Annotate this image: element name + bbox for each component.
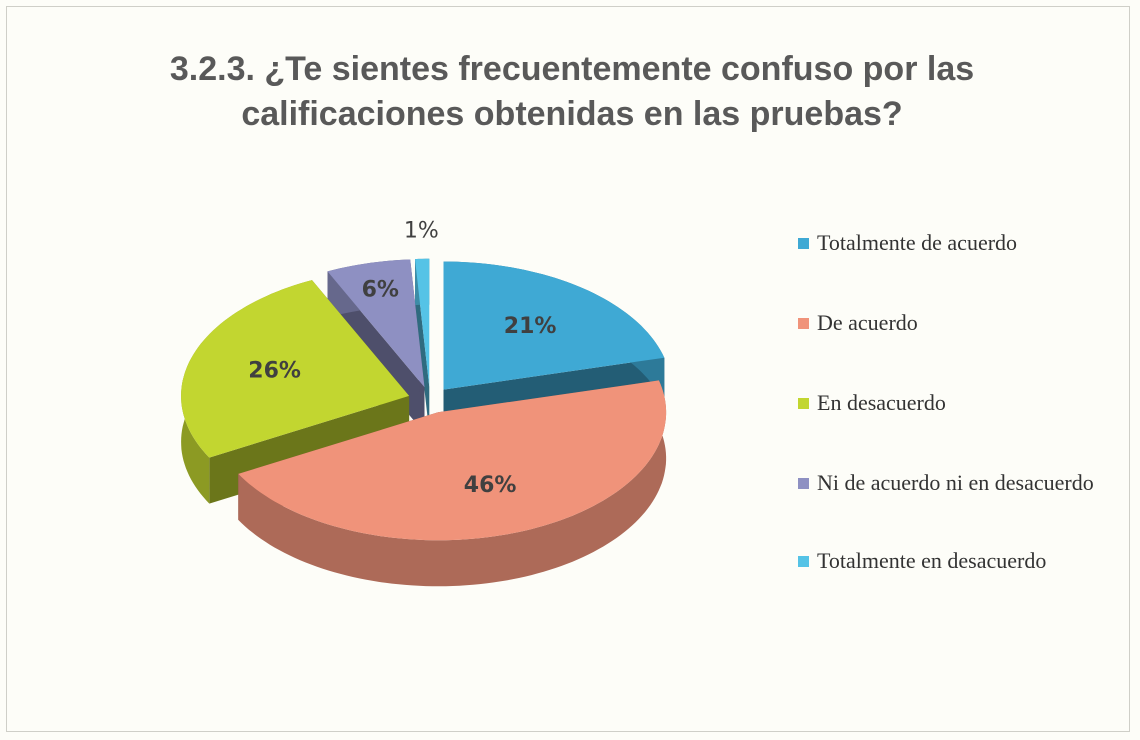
slice-top — [327, 259, 425, 388]
slice-top — [238, 380, 667, 541]
legend-item: Ni de acuerdo ni en desacuerdo — [798, 468, 1098, 498]
data-label: 46% — [464, 473, 517, 498]
legend-swatch — [798, 238, 809, 249]
legend-swatch — [798, 398, 809, 409]
legend-label: Totalmente en desacuerdo — [817, 548, 1047, 573]
legend-swatch — [798, 478, 809, 489]
slice-wall — [238, 380, 667, 587]
data-label: 21% — [504, 314, 557, 339]
legend-item: En desacuerdo — [798, 388, 1098, 418]
legend-item: De acuerdo — [798, 308, 1098, 338]
legend-label: Ni de acuerdo ni en desacuerdo — [817, 470, 1094, 495]
slice-top — [443, 261, 665, 390]
data-label: 26% — [248, 358, 301, 383]
legend-swatch — [798, 318, 809, 329]
data-label: 1% — [404, 219, 439, 244]
slice — [415, 258, 430, 433]
slice-top — [415, 258, 430, 387]
chart-title: calificaciones obtenidas en las pruebas? — [241, 95, 902, 133]
legend-item: Totalmente en desacuerdo — [798, 546, 1098, 576]
data-label: 6% — [362, 278, 399, 303]
legend-swatch — [798, 556, 809, 567]
legend-item: Totalmente de acuerdo — [798, 228, 1098, 258]
slice — [238, 380, 667, 587]
chart-title: 3.2.3. ¿Te sientes frecuentemente confus… — [170, 50, 974, 88]
legend-label: Totalmente de acuerdo — [817, 230, 1018, 255]
slice-top — [181, 280, 410, 458]
legend-label: De acuerdo — [817, 310, 918, 335]
legend-label: En desacuerdo — [817, 390, 946, 415]
chart-frame — [6, 6, 1130, 732]
